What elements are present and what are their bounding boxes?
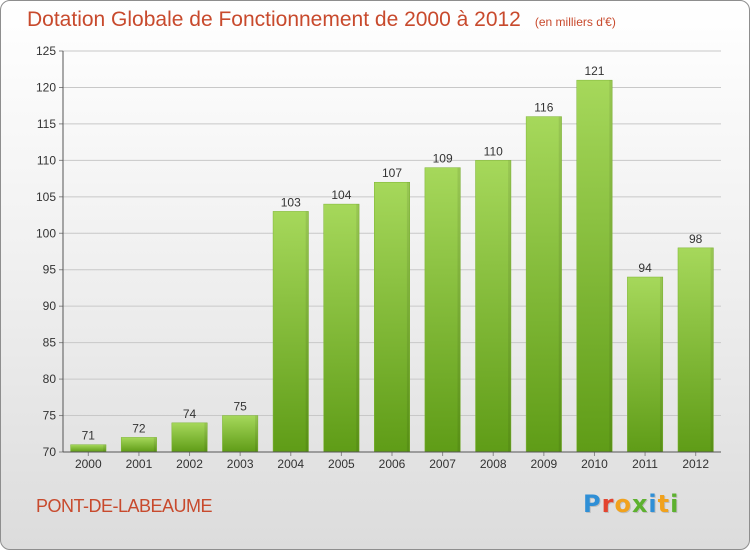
x-tick-label: 2006	[379, 457, 406, 471]
bar-shade	[305, 211, 309, 452]
y-tick-label: 100	[36, 226, 56, 240]
x-tick-label: 2004	[277, 457, 304, 471]
y-tick-label: 110	[37, 153, 56, 167]
chart-title: Dotation Globale de Fonctionnement de 20…	[27, 8, 616, 32]
y-axis-ticks: 70 75 80 85 90 95 100 105 110 115 120 125	[36, 44, 63, 459]
bar	[374, 181, 410, 453]
bar	[525, 116, 562, 453]
proxiti-logo: Proxiti	[583, 490, 679, 518]
logo-letter: o	[614, 490, 632, 518]
bar-shade	[255, 415, 258, 452]
logo-letter: i	[670, 490, 680, 518]
data-label: 104	[331, 188, 351, 202]
data-label: 94	[638, 261, 652, 275]
y-tick-label: 105	[36, 190, 56, 204]
bar-shade	[103, 444, 107, 452]
bar-shade	[659, 277, 663, 452]
x-tick-label: 2008	[480, 457, 507, 471]
bar	[120, 437, 157, 453]
data-label: 72	[132, 421, 146, 435]
data-label: 103	[281, 195, 301, 209]
bar	[424, 167, 461, 453]
bar-shade	[457, 167, 461, 452]
data-label: 75	[233, 400, 247, 414]
x-tick-label: 2012	[682, 457, 709, 471]
y-tick-label: 120	[36, 80, 56, 94]
logo-letter: i	[648, 490, 658, 518]
y-tick-label: 115	[37, 117, 56, 131]
y-tick-label: 80	[43, 372, 57, 386]
data-label: 116	[534, 101, 553, 115]
bar-shade	[508, 160, 511, 452]
bar-shade	[406, 182, 410, 452]
data-label: 121	[584, 64, 604, 78]
y-tick-label: 75	[43, 409, 57, 423]
y-tick-label: 90	[43, 299, 57, 313]
x-tick-label: 2011	[632, 457, 658, 471]
bar	[323, 203, 360, 453]
bar	[70, 444, 107, 453]
bars	[70, 79, 714, 453]
bar-shade	[356, 204, 360, 452]
bar-shade	[710, 247, 714, 452]
data-label: 107	[382, 166, 402, 180]
logo-letter: P	[583, 490, 602, 518]
x-tick-label: 2010	[581, 457, 608, 471]
data-label: 110	[484, 144, 503, 158]
bar-shade	[609, 80, 613, 452]
x-tick-label: 2002	[176, 457, 203, 471]
bar-shade	[153, 437, 157, 452]
x-tick-label: 2001	[126, 457, 153, 471]
data-labels: 71 72 74 75 103 104 107 109 110 116 121 94 98	[82, 64, 703, 443]
bar	[677, 247, 714, 453]
y-tick-label: 70	[43, 445, 57, 459]
chart-unit-note: (en milliers d'€)	[534, 15, 616, 29]
x-tick-label: 2009	[530, 457, 557, 471]
data-label: 71	[82, 429, 96, 443]
bar	[576, 79, 613, 453]
bar-shade	[558, 116, 562, 453]
data-label: 109	[433, 152, 453, 166]
x-tick-label: 2003	[227, 457, 254, 471]
bar	[475, 160, 512, 453]
place-name: PONT-DE-LABEAUME	[36, 496, 213, 516]
chart-title-text: Dotation Globale de Fonctionnement de 20…	[27, 8, 521, 31]
bar	[627, 276, 664, 453]
data-label: 98	[689, 232, 703, 246]
y-tick-label: 125	[36, 44, 56, 58]
y-tick-label: 95	[43, 263, 57, 277]
logo-letter: t	[657, 490, 671, 518]
y-tick-label: 85	[43, 336, 57, 350]
x-tick-label: 2000	[75, 457, 102, 471]
bar	[272, 211, 309, 453]
bar	[222, 415, 259, 453]
logo-letter: r	[601, 490, 615, 518]
x-tick-label: 2005	[328, 457, 355, 471]
data-label: 74	[183, 407, 197, 421]
logo-letter: x	[631, 490, 649, 518]
x-axis-ticks: 2000 2001 2002 2003 2004 2005 2006 2007 2008 2009…	[75, 452, 709, 471]
x-tick-label: 2007	[429, 457, 456, 471]
bar	[171, 422, 208, 453]
bar-shade	[204, 422, 208, 452]
